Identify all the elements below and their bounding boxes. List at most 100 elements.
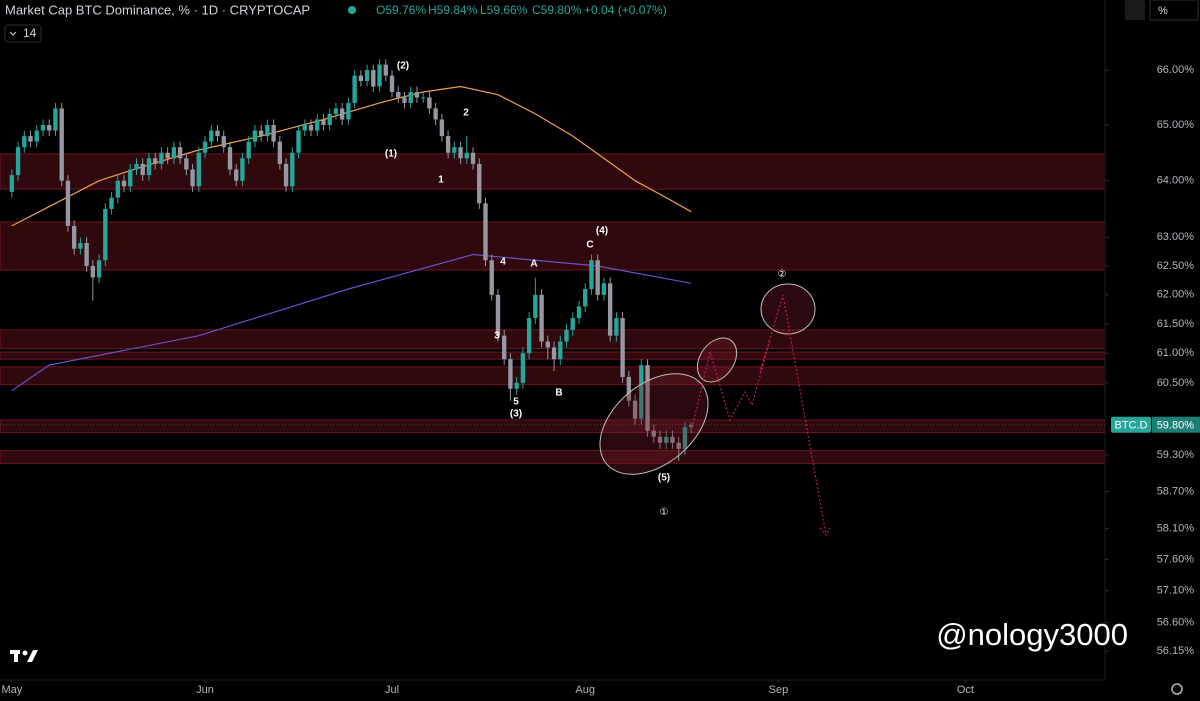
candle-body — [96, 260, 102, 278]
candle-body — [682, 427, 688, 449]
zone — [0, 450, 1106, 464]
wave-label: ② — [778, 269, 787, 280]
candle-body — [377, 64, 382, 87]
candle-body — [115, 180, 120, 198]
candle-body — [657, 436, 663, 443]
ellipse — [760, 283, 816, 335]
zone — [0, 329, 1106, 350]
candle-body — [514, 382, 519, 389]
plot — [0, 59, 1106, 464]
candle-body — [290, 152, 295, 187]
x-tick-label: May — [1, 684, 22, 696]
candle-body — [414, 91, 420, 98]
candle-body — [22, 136, 27, 148]
candle-body — [153, 158, 158, 164]
y-tick-label: 60.50% — [1157, 377, 1195, 389]
candle-body — [315, 119, 320, 131]
candle-body — [520, 353, 526, 383]
y-tick-label: 58.10% — [1157, 522, 1195, 534]
candle-body — [551, 347, 557, 360]
candle-body — [221, 136, 226, 148]
toolbar-button[interactable] — [1125, 0, 1145, 20]
y-tick-label: 61.00% — [1157, 347, 1195, 359]
candle-body — [508, 359, 513, 389]
y-tick-label: 65.00% — [1157, 119, 1195, 131]
chart-title: Market Cap BTC Dominance, % · 1D · CRYPT… — [5, 2, 310, 17]
scale-button[interactable] — [1149, 0, 1199, 21]
watermark: @nology3000 — [936, 617, 1128, 652]
y-tick-label: 62.00% — [1157, 289, 1195, 301]
candle-body — [389, 75, 395, 92]
candle-body — [607, 283, 613, 336]
candle-body — [184, 158, 189, 170]
wave-label: A — [530, 259, 537, 270]
wave-label: 2 — [463, 108, 469, 119]
settings-icon[interactable] — [1171, 683, 1183, 695]
candle-body — [396, 91, 401, 98]
candle-body — [688, 424, 694, 428]
wave-label: (3) — [510, 409, 522, 420]
candle-body — [664, 436, 669, 443]
candle-body — [526, 318, 532, 354]
candle-body — [364, 70, 370, 82]
y-tick-label: 57.10% — [1157, 585, 1195, 597]
candle-body — [626, 376, 632, 401]
chevron — [9, 31, 17, 36]
ohlc-value: +0.04 (+0.07%) — [584, 3, 667, 17]
candle-body — [140, 163, 145, 176]
candle-body — [433, 108, 438, 120]
zone — [0, 366, 1106, 386]
logo-part — [22, 650, 28, 656]
candle-body — [65, 180, 71, 226]
candle-body — [177, 147, 183, 159]
candle-body — [283, 163, 289, 187]
candle-body — [564, 329, 569, 342]
wave-label: (5) — [658, 473, 670, 484]
candle-body — [483, 203, 488, 261]
candle-body — [109, 197, 114, 209]
candle-body — [570, 318, 575, 330]
logo-part — [14, 650, 18, 662]
candle-body — [9, 175, 15, 192]
candle-body — [327, 113, 332, 125]
wave-label: 5 — [513, 397, 519, 408]
candle-body — [346, 102, 351, 120]
indicator-count: 14 — [23, 26, 37, 40]
price-tag-name-bg — [1111, 416, 1151, 433]
candle-body — [452, 147, 457, 153]
candle-body — [601, 283, 607, 295]
candle-body — [533, 294, 538, 319]
candle-body — [402, 97, 407, 103]
candle-body — [589, 260, 594, 290]
candle-body — [134, 163, 139, 170]
candle-body — [196, 152, 201, 187]
wave-label: 3 — [494, 331, 500, 342]
candle-body — [439, 119, 445, 137]
zone — [0, 221, 1106, 271]
candle-body — [558, 341, 563, 360]
indicator-button[interactable] — [4, 24, 42, 43]
y-tick-label: 57.60% — [1157, 553, 1195, 565]
candle-body — [84, 243, 89, 266]
candle-body — [445, 136, 451, 153]
candle-body — [458, 147, 463, 159]
y-tick-label: 66.00% — [1157, 64, 1195, 76]
candle-body — [15, 147, 21, 176]
candle-body — [246, 141, 251, 159]
candle-body — [103, 208, 108, 261]
y-tick-label: 59.30% — [1157, 449, 1195, 461]
price-tag-label: 59.80% — [1157, 420, 1195, 432]
x-tick-label: Jun — [196, 684, 214, 696]
candle-body — [371, 70, 376, 87]
y-tick-label: 62.50% — [1157, 260, 1195, 272]
candle-body — [215, 130, 220, 137]
candle-body — [670, 436, 675, 443]
ohlc-value: L59.66% — [480, 3, 528, 17]
candle-body — [620, 318, 625, 377]
candle-body — [308, 124, 314, 131]
candle-body — [34, 130, 39, 142]
candle-body — [202, 141, 208, 153]
x-tick-label: Aug — [575, 684, 595, 696]
